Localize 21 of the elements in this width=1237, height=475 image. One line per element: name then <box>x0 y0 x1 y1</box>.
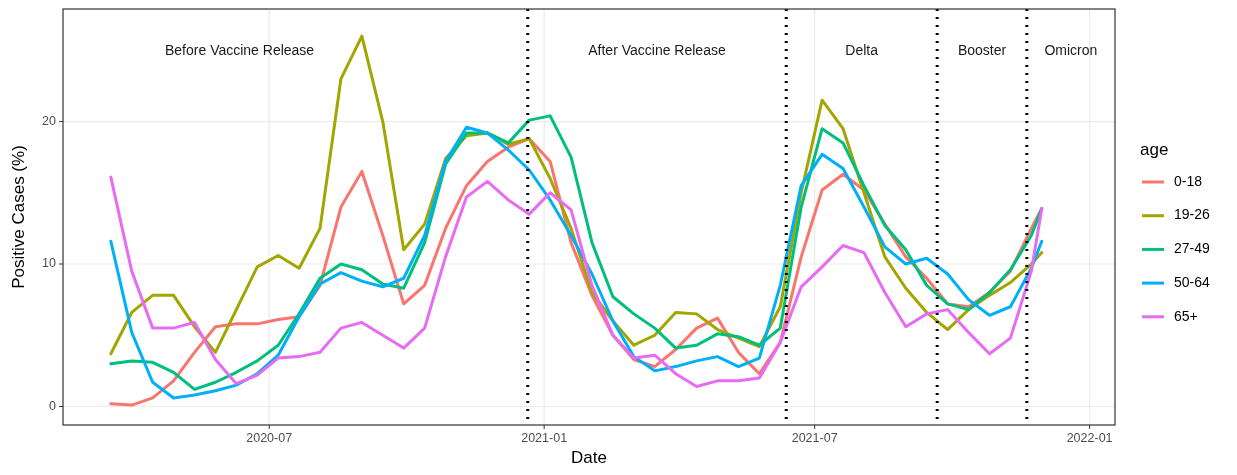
line-series <box>109 175 1044 389</box>
x-tick-label: 2021-07 <box>791 431 838 445</box>
y-tick-label: 20 <box>42 113 57 128</box>
annotation: Omicron <box>1044 41 1098 58</box>
y-tick-label: 10 <box>42 256 57 271</box>
x-tick-label: 2022-01 <box>1066 431 1113 445</box>
x-tick-label: 2020-07 <box>246 431 293 445</box>
legend-label: 65+ <box>1174 307 1198 324</box>
x-tick-label: 2021-01 <box>521 431 568 445</box>
y-tick-label: 0 <box>49 398 57 413</box>
annotation: Delta <box>845 41 879 58</box>
legend-label: 19-26 <box>1174 206 1211 223</box>
legend-label: 27-49 <box>1174 240 1211 257</box>
x-axis-title: Date <box>571 448 607 467</box>
legend-title: age <box>1140 140 1169 159</box>
annotation: Before Vaccine Release <box>165 41 315 58</box>
legend-label: 50-64 <box>1174 273 1211 290</box>
annotation: Booster <box>957 41 1007 58</box>
y-axis-title: Positive Cases (%) <box>9 145 28 289</box>
annotation: After Vaccine Release <box>588 41 726 58</box>
legend-label: 0-18 <box>1174 172 1203 189</box>
